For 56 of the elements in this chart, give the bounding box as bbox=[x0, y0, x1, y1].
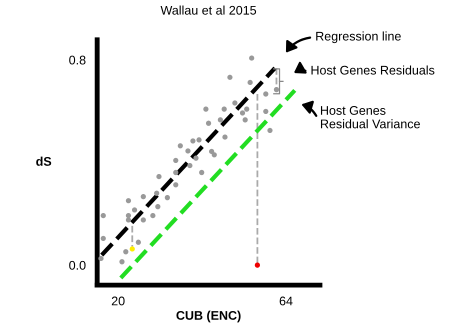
point bbox=[98, 256, 104, 262]
point bbox=[248, 80, 253, 86]
point bbox=[203, 106, 208, 112]
point bbox=[263, 108, 268, 114]
point bbox=[212, 152, 217, 158]
point bbox=[196, 137, 202, 143]
point bbox=[267, 128, 273, 134]
point bbox=[123, 249, 128, 254]
point bbox=[126, 217, 132, 223]
point bbox=[173, 182, 178, 188]
point bbox=[150, 212, 156, 218]
y-tick-label: 0.8 bbox=[69, 56, 86, 65]
point bbox=[254, 262, 260, 268]
point bbox=[185, 148, 191, 154]
point bbox=[100, 212, 106, 218]
point bbox=[190, 138, 196, 144]
point bbox=[156, 174, 162, 180]
point bbox=[119, 259, 125, 264]
point bbox=[140, 194, 146, 200]
x-tick-label: 64 bbox=[280, 296, 293, 306]
x-tick-label: 20 bbox=[112, 296, 125, 306]
point bbox=[232, 100, 238, 106]
point bbox=[244, 106, 250, 112]
point bbox=[249, 55, 254, 61]
point bbox=[206, 120, 212, 126]
point bbox=[227, 74, 233, 80]
point bbox=[173, 170, 178, 176]
annotation: Regression line bbox=[316, 31, 401, 44]
text: Host Genes Residual Variance bbox=[320, 106, 420, 128]
point bbox=[222, 106, 227, 112]
point bbox=[136, 240, 141, 245]
point bbox=[242, 117, 248, 122]
point bbox=[263, 91, 268, 97]
point bbox=[193, 156, 199, 161]
point bbox=[100, 236, 106, 242]
chart-title: Wallau et al 2015 bbox=[160, 6, 256, 15]
x-axis-title: CUB (ENC) bbox=[176, 310, 241, 322]
point bbox=[187, 162, 192, 168]
point bbox=[218, 117, 223, 122]
point bbox=[155, 204, 160, 210]
point bbox=[173, 158, 178, 164]
point bbox=[154, 190, 160, 196]
point bbox=[140, 217, 146, 223]
point bbox=[126, 198, 132, 204]
point bbox=[274, 87, 280, 92]
point bbox=[240, 110, 246, 116]
y-axis-title: dS bbox=[36, 156, 52, 166]
point bbox=[132, 207, 138, 213]
point bbox=[126, 212, 132, 218]
point bbox=[199, 170, 204, 176]
annotation: Host Genes Residuals bbox=[311, 65, 434, 75]
point bbox=[222, 134, 228, 140]
point bbox=[178, 143, 183, 148]
point bbox=[130, 246, 135, 252]
point bbox=[164, 195, 170, 200]
y-tick-label: 0.0 bbox=[69, 260, 86, 270]
